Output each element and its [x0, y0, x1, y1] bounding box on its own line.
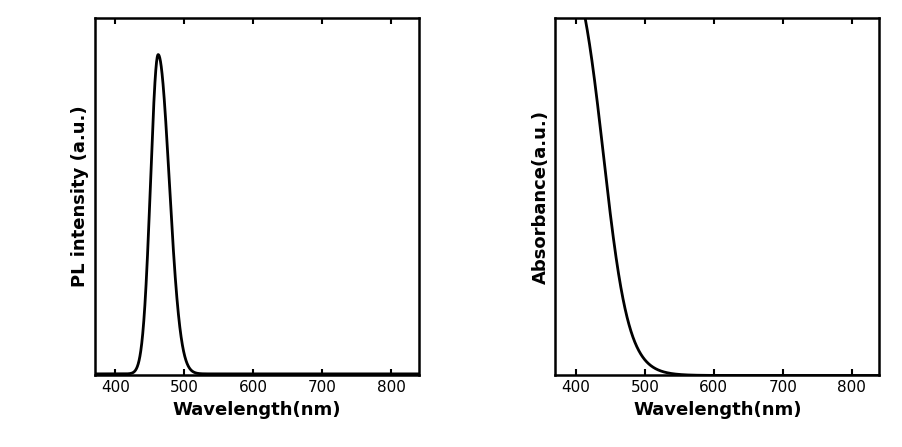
- X-axis label: Wavelength(nm): Wavelength(nm): [172, 401, 341, 419]
- Y-axis label: Absorbance(a.u.): Absorbance(a.u.): [531, 110, 549, 284]
- X-axis label: Wavelength(nm): Wavelength(nm): [633, 401, 802, 419]
- Y-axis label: PL intensity (a.u.): PL intensity (a.u.): [71, 106, 89, 287]
